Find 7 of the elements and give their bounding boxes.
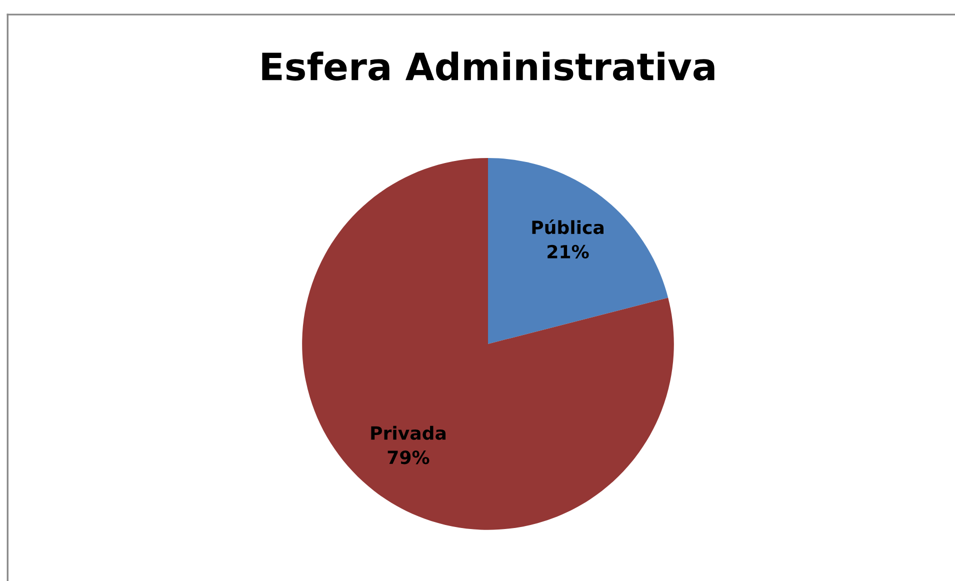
slice-label: Pública xyxy=(532,219,604,234)
data-label: 79% xyxy=(388,450,430,464)
pie-slice xyxy=(302,158,674,530)
slice-label: Privada xyxy=(371,426,446,440)
chart-title: Esfera Administrativa xyxy=(262,52,714,81)
pie-slice xyxy=(488,158,668,344)
data-label: 21% xyxy=(548,244,589,259)
